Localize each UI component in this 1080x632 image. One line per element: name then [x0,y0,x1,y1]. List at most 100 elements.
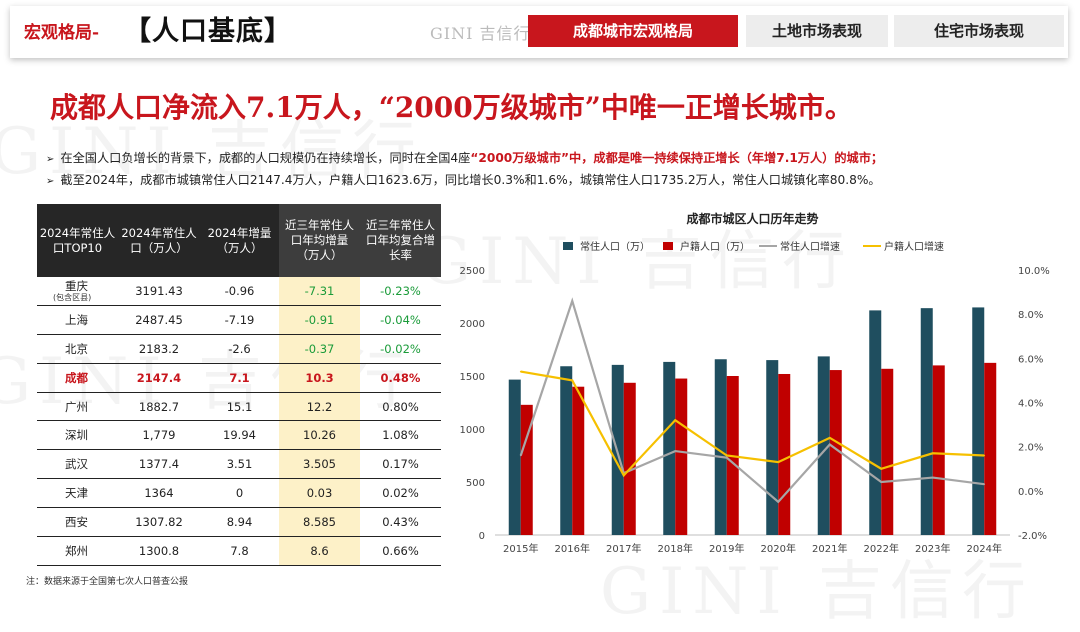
y2-tick-label: 4.0% [1018,399,1043,410]
population-cell: 1882.7 [118,392,200,422]
increment-cell: 0 [200,478,279,509]
line-point [880,481,883,483]
column-header: 近三年常住人口年均增量（万人） [279,204,360,277]
bar [714,359,727,535]
column-header: 2024年常住人口TOP10 [37,204,118,277]
table-row: 上海 2487.45 -7.19 -0.91 -0.04% [37,305,441,335]
arrow-bullet-icon: ➢ [46,176,55,187]
table-row: 郑州 1300.8 7.8 8.6 0.66% [37,536,441,566]
bar [766,360,779,535]
bar [881,368,894,535]
arrow-bullet-icon: ➢ [46,154,55,165]
cagr-cell: -0.02% [360,334,441,364]
line-point [880,467,883,470]
y2-tick-label: 6.0% [1018,354,1043,365]
population-cell: 1,779 [118,420,200,451]
bar [663,361,676,535]
series-line [520,370,985,478]
table-row: 广州 1882.7 15.1 12.2 0.80% [37,392,441,422]
avg-increment-cell: -7.31 [279,277,360,306]
line-point [983,483,986,486]
bar [572,386,585,535]
table-row: 重庆 (包含区县) 3191.43 -0.96 -7.31 -0.23% [37,277,441,306]
city-name: 重庆 [65,278,88,293]
cagr-cell: 0.66% [360,536,441,566]
avg-increment-cell: 10.3 [279,363,360,393]
line-point [519,370,522,373]
x-tick-label: 2019年 [709,542,744,555]
population-cell: 1300.8 [118,536,200,566]
brand-logo: GINI 吉信行 [430,24,531,43]
table-row: 西安 1307.82 8.94 8.585 0.43% [37,507,441,538]
line-point [571,300,574,302]
column-header: 2024年增量（万人） [200,204,279,277]
increment-cell: -7.19 [200,305,279,335]
section-label: 宏观格局- [24,23,100,43]
city-cell: 天津 [37,478,118,509]
x-tick-label: 2021年 [812,542,847,555]
line-point [519,454,522,457]
cagr-cell: -0.04% [360,305,441,335]
city-note: (包含区县) [53,292,92,302]
legend-label: 户籍人口增速 [884,240,944,253]
tab-land-market[interactable]: 土地市场表现 [746,15,888,47]
tab-city-macro[interactable]: 成都城市宏观格局 [528,15,738,47]
bar [869,310,882,535]
source-note: 注：数据来源于全国第七次人口普查公报 [26,577,189,587]
line-point [674,419,677,421]
population-cell: 3191.43 [118,277,200,306]
column-header: 近三年常住人口年均复合增长率 [360,204,441,277]
city-cell: 西安 [37,507,118,538]
cagr-cell: 0.43% [360,507,441,538]
line-point [674,450,677,452]
bar [984,362,997,535]
bar [932,365,945,535]
bar [560,366,573,535]
population-cell: 2183.2 [118,334,200,364]
avg-increment-cell: 10.26 [279,420,360,451]
population-cell: 1377.4 [118,449,200,480]
legend-swatch [563,242,573,250]
city-cell: 武汉 [37,449,118,480]
bullet-point: ➢ 截至2024年，成都市城镇常住人口2147.4万人，户籍人口1623.6万，同… [46,170,881,188]
avg-increment-cell: -0.37 [279,334,360,364]
increment-cell: 8.94 [200,507,279,538]
header-bar: 宏观格局- 【人口基底】 GINI 吉信行 成都城市宏观格局 土地市场表现 住宅… [10,6,1068,58]
table-row: 成都 2147.4 7.1 10.3 0.48% [37,363,441,393]
city-cell: 成都 [37,363,118,393]
y-tick-label: 0 [479,531,485,542]
population-cell: 2487.45 [118,305,200,335]
bullet-text: 截至2024年，成都市城镇常住人口2147.4万人，户籍人口1623.6万，同比… [60,173,881,187]
line-point [983,454,986,457]
line-point [828,443,831,446]
table-row: 北京 2183.2 -2.6 -0.37 -0.02% [37,334,441,364]
avg-increment-cell: 3.505 [279,449,360,480]
y2-tick-label: 0.0% [1018,487,1043,498]
chart-title: 成都市城区人口历年走势 [686,211,818,226]
bar [520,404,533,535]
cagr-cell: -0.23% [360,277,441,306]
population-cell: 1307.82 [118,507,200,538]
x-tick-label: 2023年 [915,542,950,555]
line-point [931,452,934,455]
legend-swatch [663,242,673,250]
city-cell: 郑州 [37,536,118,566]
bullet-highlight: “2000万级城市”中，成都是唯一持续保持正增长（年增7.1万人）的城市； [470,151,884,165]
x-tick-label: 2022年 [864,542,899,555]
increment-cell: -0.96 [200,277,279,306]
avg-increment-cell: 0.03 [279,478,360,509]
line-point [777,501,780,503]
city-cell: 重庆 (包含区县) [37,277,118,306]
bar [920,308,933,535]
tab-housing-market[interactable]: 住宅市场表现 [894,15,1064,47]
headline: 成都人口净流入7.1万人，“2000万级城市”中唯一正增长城市。 [50,91,853,124]
y-tick-label: 2000 [460,319,485,330]
y-tick-label: 1500 [460,372,485,383]
cagr-cell: 0.17% [360,449,441,480]
y2-tick-label: 2.0% [1018,443,1043,454]
line-point [931,476,934,479]
series-line [519,297,985,504]
line-point [725,454,728,457]
increment-cell: 7.8 [200,536,279,566]
y-tick-label: 1000 [460,425,485,436]
